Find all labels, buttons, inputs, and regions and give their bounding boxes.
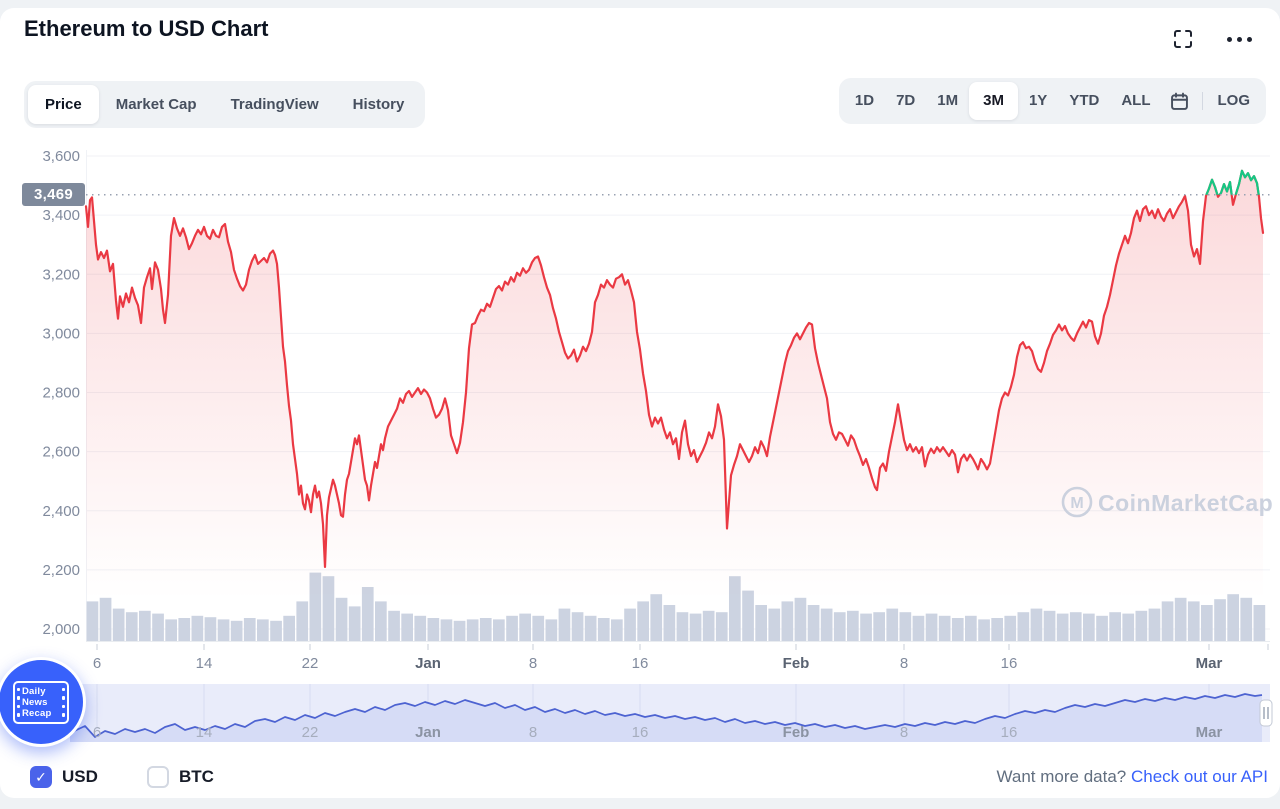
svg-text:M: M: [1070, 495, 1083, 512]
svg-text:CoinMarketCap: CoinMarketCap: [1098, 490, 1273, 516]
svg-text:Feb: Feb: [783, 724, 810, 741]
svg-text:22: 22: [302, 655, 319, 672]
svg-text:8: 8: [900, 655, 908, 672]
svg-text:16: 16: [1001, 655, 1018, 672]
api-promo-text: Want more data?: [996, 767, 1131, 786]
navigator-handle-right[interactable]: [1259, 699, 1273, 727]
page-title: Ethereum to USD Chart: [24, 16, 269, 41]
range-ytd[interactable]: YTD: [1069, 92, 1100, 109]
x-axis: 6 14 22 Jan 8 16 Feb 8 16 Mar: [93, 644, 1269, 672]
svg-text:2,600: 2,600: [42, 444, 80, 461]
svg-text:16: 16: [632, 724, 649, 741]
svg-text:Feb: Feb: [783, 655, 810, 672]
svg-text:Jan: Jan: [415, 655, 441, 672]
svg-text:6: 6: [93, 655, 101, 672]
time-range-bar: 1D 7D 1M 3M 1Y YTD ALL LOG: [838, 78, 1266, 124]
date-range-picker-button[interactable]: [1162, 82, 1198, 120]
chart-type-tabs: Price Market Cap TradingView History: [24, 81, 426, 128]
api-link[interactable]: Check out our API: [1130, 767, 1268, 786]
range-3m[interactable]: 3M: [969, 82, 1018, 120]
svg-text:8: 8: [900, 724, 908, 741]
svg-text:2,800: 2,800: [42, 385, 80, 402]
coinmarketcap-watermark: M CoinMarketCap: [1061, 486, 1273, 518]
usd-checkbox-label[interactable]: USD: [62, 767, 98, 786]
plot-hover-area[interactable]: [86, 150, 1266, 641]
btc-checkbox[interactable]: [147, 766, 169, 788]
range-1y[interactable]: 1Y: [1028, 92, 1048, 109]
price-line: [84, 169, 1265, 568]
svg-text:Mar: Mar: [1196, 724, 1223, 741]
navigator-line: [70, 693, 1263, 738]
svg-text:Jan: Jan: [415, 724, 441, 741]
svg-text:8: 8: [529, 724, 537, 741]
usd-checkbox[interactable]: ✓: [30, 766, 52, 788]
ellipsis-icon: [1226, 36, 1232, 42]
fullscreen-button[interactable]: [1168, 24, 1198, 54]
news-badge-line: Recap: [22, 707, 52, 719]
current-price-badge: 3,469: [22, 183, 85, 206]
range-7d[interactable]: 7D: [896, 92, 916, 109]
news-badge-line: News: [22, 696, 48, 708]
calendar-icon: [1171, 92, 1188, 110]
tab-history[interactable]: History: [352, 96, 405, 113]
navigator[interactable]: 6 14 22 Jan 8 16 Feb 8 16 Mar: [64, 684, 1273, 742]
svg-text:3,400: 3,400: [42, 207, 80, 224]
svg-text:3,600: 3,600: [42, 148, 80, 165]
film-strip-icon: Daily News Recap: [13, 680, 69, 724]
svg-text:8: 8: [529, 655, 537, 672]
more-options-button[interactable]: [1220, 24, 1258, 54]
tab-tradingview[interactable]: TradingView: [230, 96, 319, 113]
svg-text:14: 14: [196, 655, 213, 672]
svg-text:2,000: 2,000: [42, 621, 80, 638]
range-all[interactable]: ALL: [1121, 92, 1151, 109]
svg-text:3,000: 3,000: [42, 325, 80, 342]
check-icon: ✓: [35, 768, 47, 785]
tab-market-cap[interactable]: Market Cap: [115, 96, 197, 113]
svg-text:2,400: 2,400: [42, 503, 80, 520]
svg-text:3,200: 3,200: [42, 266, 80, 283]
svg-text:22: 22: [302, 724, 319, 741]
btc-checkbox-label[interactable]: BTC: [179, 767, 214, 786]
svg-text:6: 6: [93, 724, 101, 741]
svg-text:Mar: Mar: [1196, 655, 1223, 672]
daily-news-recap-badge[interactable]: Daily News Recap: [0, 657, 86, 747]
svg-text:14: 14: [196, 724, 213, 741]
price-area: [86, 170, 1263, 642]
range-1d[interactable]: 1D: [854, 92, 875, 109]
svg-text:16: 16: [632, 655, 649, 672]
tab-price[interactable]: Price: [28, 85, 99, 124]
range-bar-divider: [1201, 92, 1203, 110]
range-1m[interactable]: 1M: [937, 92, 959, 109]
log-scale-toggle[interactable]: LOG: [1217, 92, 1251, 109]
news-badge-line: Daily: [22, 685, 46, 697]
svg-text:2,200: 2,200: [42, 562, 80, 579]
fullscreen-icon: [1174, 30, 1192, 48]
api-promo: Want more data? Check out our API: [996, 767, 1268, 787]
svg-text:16: 16: [1001, 724, 1018, 741]
